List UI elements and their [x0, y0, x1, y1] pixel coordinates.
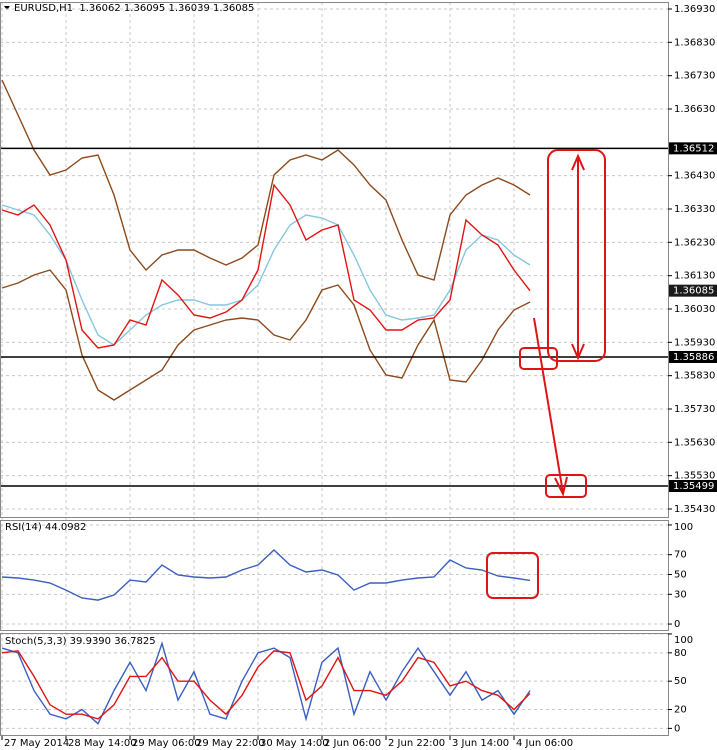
x-tick-label: 29 May 22:00 — [196, 738, 265, 749]
annotation-arrow — [533, 317, 568, 497]
y-tick-label: 30 — [674, 589, 687, 600]
panel-frame — [0, 520, 669, 631]
y-tick-label: 1.36030 — [674, 304, 715, 315]
series-line — [1, 641, 531, 725]
series-line — [1, 204, 531, 346]
panel-frame — [0, 2, 669, 518]
x-tick-label: 2 Jun 06:00 — [324, 738, 381, 749]
x-tick-label: 3 Jun 14:00 — [452, 738, 509, 749]
y-tick-label: 1.35530 — [674, 471, 715, 482]
menu-triangle — [4, 6, 10, 10]
x-tick-label: 4 Jun 06:00 — [516, 738, 573, 749]
x-tick-label: 27 May 2014 — [4, 738, 69, 749]
series-line — [1, 183, 531, 349]
x-tick-label: 30 May 14:00 — [260, 738, 329, 749]
y-tick-label: 1.36430 — [674, 171, 715, 182]
stoch-readout: 36.7825 — [114, 636, 156, 647]
annotation-box — [545, 474, 587, 498]
last-price-label: 1.36085 — [673, 286, 714, 297]
series-line — [1, 650, 531, 720]
level-label-box — [669, 480, 717, 492]
series-line — [1, 549, 531, 601]
series-line — [1, 269, 531, 401]
annotation-arrow — [571, 153, 585, 361]
marks — [0, 79, 668, 725]
y-tick-label: 50 — [674, 570, 687, 581]
annotation-box — [486, 552, 539, 599]
panel-frame — [0, 633, 669, 736]
annotation-box — [547, 149, 606, 362]
y-tick-label: 1.35430 — [674, 504, 715, 515]
y-tick-label: 1.35630 — [674, 437, 715, 448]
level-label: 1.36512 — [673, 143, 714, 154]
close: 1.36085 — [213, 3, 255, 14]
y-tick-label: 1.36830 — [674, 37, 715, 48]
open: 1.36062 — [79, 3, 121, 14]
y-tick-label: 1.35930 — [674, 337, 715, 348]
rsi-header: RSI(14) 44.0982 — [5, 522, 86, 533]
y-tick-label: 1.35730 — [674, 404, 715, 415]
annotations — [486, 149, 606, 599]
level-label: 1.35886 — [673, 352, 714, 363]
y-tick-label: 1.36130 — [674, 271, 715, 282]
x-tick-label: 2 Jun 22:00 — [388, 738, 445, 749]
rsi-readout: 44.0982 — [44, 522, 87, 533]
y-tick-label: 80 — [674, 648, 687, 659]
y-tick-label: 100 — [674, 522, 693, 533]
header: EURUSD,H1 1.36062 1.36095 1.36039 1.3608… — [14, 3, 254, 14]
y-tick-label: 0 — [674, 619, 680, 630]
level-label-box — [669, 351, 717, 363]
symbol: EURUSD,H1 — [14, 3, 74, 14]
y-tick-label: 1.36330 — [674, 204, 715, 215]
y-tick-label: 1.35830 — [674, 371, 715, 382]
stoch-title: Stoch(5,3,3) — [5, 636, 67, 647]
y-tick-label: 20 — [674, 705, 687, 716]
series-line — [1, 79, 531, 281]
x-tick-label: 28 May 14:00 — [68, 738, 137, 749]
y-tick-label: 0 — [674, 723, 680, 734]
y-tick-label: 70 — [674, 550, 687, 561]
low: 1.36039 — [168, 3, 210, 14]
high: 1.36095 — [123, 3, 166, 14]
y-tick-label: 1.36630 — [674, 104, 715, 115]
x-tick-label: 29 May 06:00 — [132, 738, 201, 749]
grid — [0, 2, 668, 735]
last-price-box — [669, 284, 717, 297]
y-tick-label: 1.36230 — [674, 237, 715, 248]
stoch-readout: 39.9390 — [69, 636, 112, 647]
y-tick-label: 100 — [674, 635, 693, 646]
y-tick-label: 50 — [674, 676, 687, 687]
y-tick-label: 1.36730 — [674, 71, 715, 82]
level-label: 1.35499 — [673, 481, 714, 492]
y-tick-label: 1.36930 — [674, 4, 715, 15]
rsi-title: RSI(14) — [5, 522, 42, 533]
level-label-box — [669, 142, 717, 155]
stoch-header: Stoch(5,3,3) 39.9390 36.7825 — [5, 636, 156, 647]
